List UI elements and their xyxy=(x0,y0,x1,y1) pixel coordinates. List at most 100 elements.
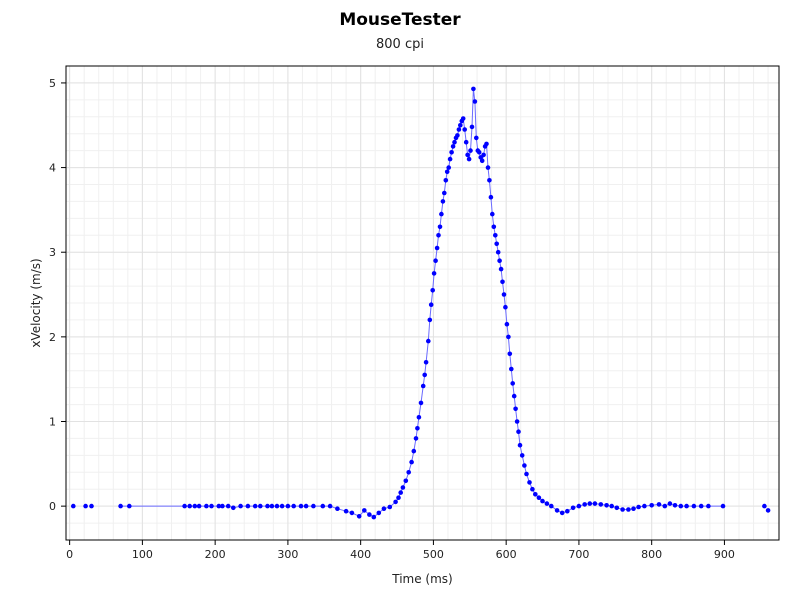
data-point xyxy=(471,86,476,92)
data-point xyxy=(434,245,440,251)
data-point xyxy=(426,338,431,344)
data-point xyxy=(343,508,349,514)
data-point xyxy=(466,156,472,162)
x-tick-label: 0 xyxy=(66,548,73,561)
data-point xyxy=(513,406,518,412)
data-point xyxy=(667,501,673,506)
data-point xyxy=(706,503,711,509)
data-point xyxy=(698,503,704,509)
data-point xyxy=(510,381,515,386)
data-point xyxy=(71,503,76,509)
y-tick-label: 3 xyxy=(49,246,56,259)
data-point xyxy=(678,503,684,509)
data-point xyxy=(598,502,604,507)
data-point xyxy=(420,383,426,389)
data-point xyxy=(415,426,420,431)
data-point xyxy=(691,503,697,509)
data-point xyxy=(220,503,225,509)
data-point xyxy=(196,503,202,509)
data-point xyxy=(544,501,550,506)
data-point xyxy=(631,506,636,512)
chart-subtitle: 800 cpi xyxy=(376,37,424,52)
data-point xyxy=(517,442,523,448)
axis-ticks xyxy=(61,82,725,545)
data-point xyxy=(396,495,401,501)
data-point xyxy=(549,503,554,509)
y-axis-label: xVelocity (m/s) xyxy=(29,258,43,347)
data-point xyxy=(488,194,494,200)
axis-tick-labels: 0 100 200 300 400 500 600 700 800 900 0 1 2 3 4 5 xyxy=(49,77,735,561)
data-point xyxy=(437,224,443,230)
data-point xyxy=(516,429,521,435)
data-point xyxy=(582,502,587,507)
data-point xyxy=(456,127,462,132)
data-point xyxy=(118,503,123,509)
data-points xyxy=(71,86,771,520)
data-point xyxy=(570,505,576,511)
data-point xyxy=(614,505,620,511)
data-point xyxy=(462,127,468,132)
data-point xyxy=(500,279,505,285)
y-tick-label: 0 xyxy=(49,500,56,513)
data-point xyxy=(444,169,450,175)
data-point xyxy=(527,480,532,485)
data-point xyxy=(636,504,641,510)
data-point xyxy=(440,199,446,204)
data-point xyxy=(245,503,251,509)
data-point xyxy=(479,158,485,164)
data-point xyxy=(393,499,398,505)
x-axis-label: Time (ms) xyxy=(391,572,453,586)
data-point xyxy=(468,148,473,153)
data-point xyxy=(225,503,231,509)
data-point xyxy=(592,501,598,506)
data-point xyxy=(433,258,438,264)
data-point xyxy=(446,165,452,170)
data-point xyxy=(320,503,326,509)
x-tick-label: 700 xyxy=(568,548,589,561)
data-point xyxy=(587,501,593,506)
x-tick-label: 600 xyxy=(496,548,517,561)
data-point xyxy=(216,503,222,509)
plot-frame xyxy=(65,65,780,541)
data-point xyxy=(604,503,609,508)
data-point xyxy=(327,503,333,509)
data-point xyxy=(269,503,275,509)
data-point xyxy=(656,502,662,507)
data-point xyxy=(428,302,434,308)
data-point xyxy=(472,99,478,104)
data-point xyxy=(450,144,456,149)
data-point xyxy=(506,334,511,340)
y-tick-label: 1 xyxy=(49,416,56,429)
data-point xyxy=(519,453,525,458)
data-point xyxy=(491,224,497,230)
data-point xyxy=(642,503,647,509)
data-point xyxy=(485,165,491,170)
data-point xyxy=(494,241,500,247)
data-point xyxy=(209,503,214,509)
data-point xyxy=(501,292,507,297)
data-point xyxy=(409,459,414,465)
data-point xyxy=(291,503,297,509)
x-tick-label: 100 xyxy=(132,548,153,561)
data-point xyxy=(443,178,449,183)
data-point xyxy=(504,321,510,327)
data-point xyxy=(497,258,502,264)
data-point xyxy=(411,448,417,454)
data-point xyxy=(463,139,469,145)
data-point xyxy=(452,139,457,145)
data-point xyxy=(522,463,527,468)
data-point xyxy=(349,510,355,516)
data-point xyxy=(533,492,538,497)
data-point xyxy=(609,503,614,509)
data-point xyxy=(507,351,513,357)
data-point xyxy=(416,415,422,420)
x-tick-label: 200 xyxy=(205,548,226,561)
data-point xyxy=(423,360,429,365)
data-point xyxy=(285,503,291,509)
data-point xyxy=(559,510,565,516)
data-point xyxy=(381,506,387,512)
data-point xyxy=(413,436,419,441)
x-tick-label: 800 xyxy=(641,548,662,561)
data-point xyxy=(765,508,771,513)
